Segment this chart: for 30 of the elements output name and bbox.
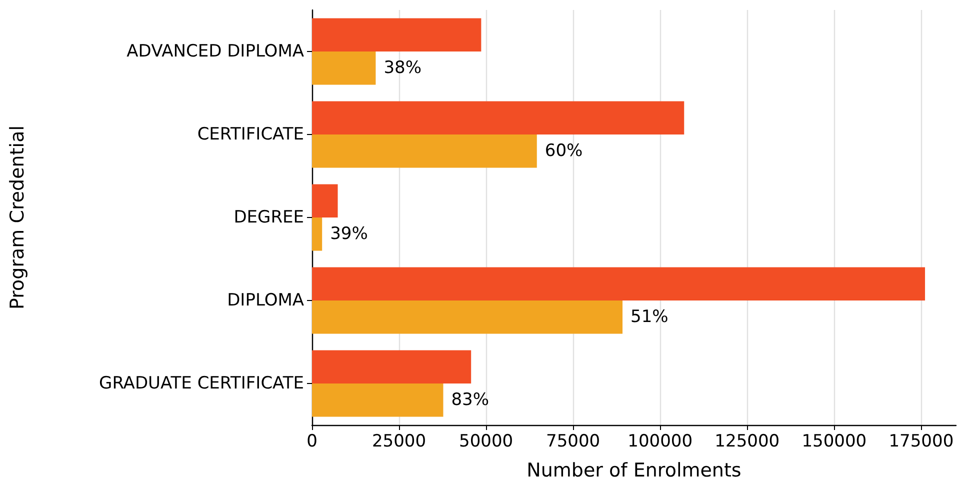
y-axis-title: Program Credential [6, 126, 28, 310]
annotation: 51% [630, 307, 668, 328]
bar [312, 267, 926, 300]
bar [312, 300, 623, 334]
y-tick-label: GRADUATE CERTIFICATE [99, 374, 304, 394]
bar [312, 52, 376, 85]
bar [312, 18, 482, 52]
y-tick-label: ADVANCED DIPLOMA [126, 42, 304, 62]
bar [312, 384, 444, 417]
x-tick-label: 125000 [714, 432, 780, 452]
annotation: 60% [544, 141, 583, 162]
bar [312, 101, 684, 134]
y-tick-label: CERTIFICATE [197, 124, 304, 144]
bar [312, 350, 472, 384]
x-tick-label: 25000 [372, 432, 426, 452]
bar [312, 184, 338, 218]
x-tick-label: 150000 [802, 432, 867, 452]
bar [312, 134, 537, 168]
x-tick-label: 0 [306, 432, 318, 452]
annotation: 39% [330, 224, 368, 244]
x-tick-label: 100000 [628, 432, 693, 452]
y-tick-label: DIPLOMA [227, 290, 304, 310]
bar [312, 218, 322, 251]
x-tick-label: 75000 [546, 432, 600, 452]
x-axis-title: Number of Enrolments [526, 460, 742, 482]
x-tick-label: 175000 [888, 432, 954, 452]
annotation: 38% [384, 58, 422, 78]
annotation: 83% [451, 390, 490, 410]
y-tick-label: DEGREE [234, 208, 304, 228]
x-tick-label: 50000 [459, 432, 514, 452]
